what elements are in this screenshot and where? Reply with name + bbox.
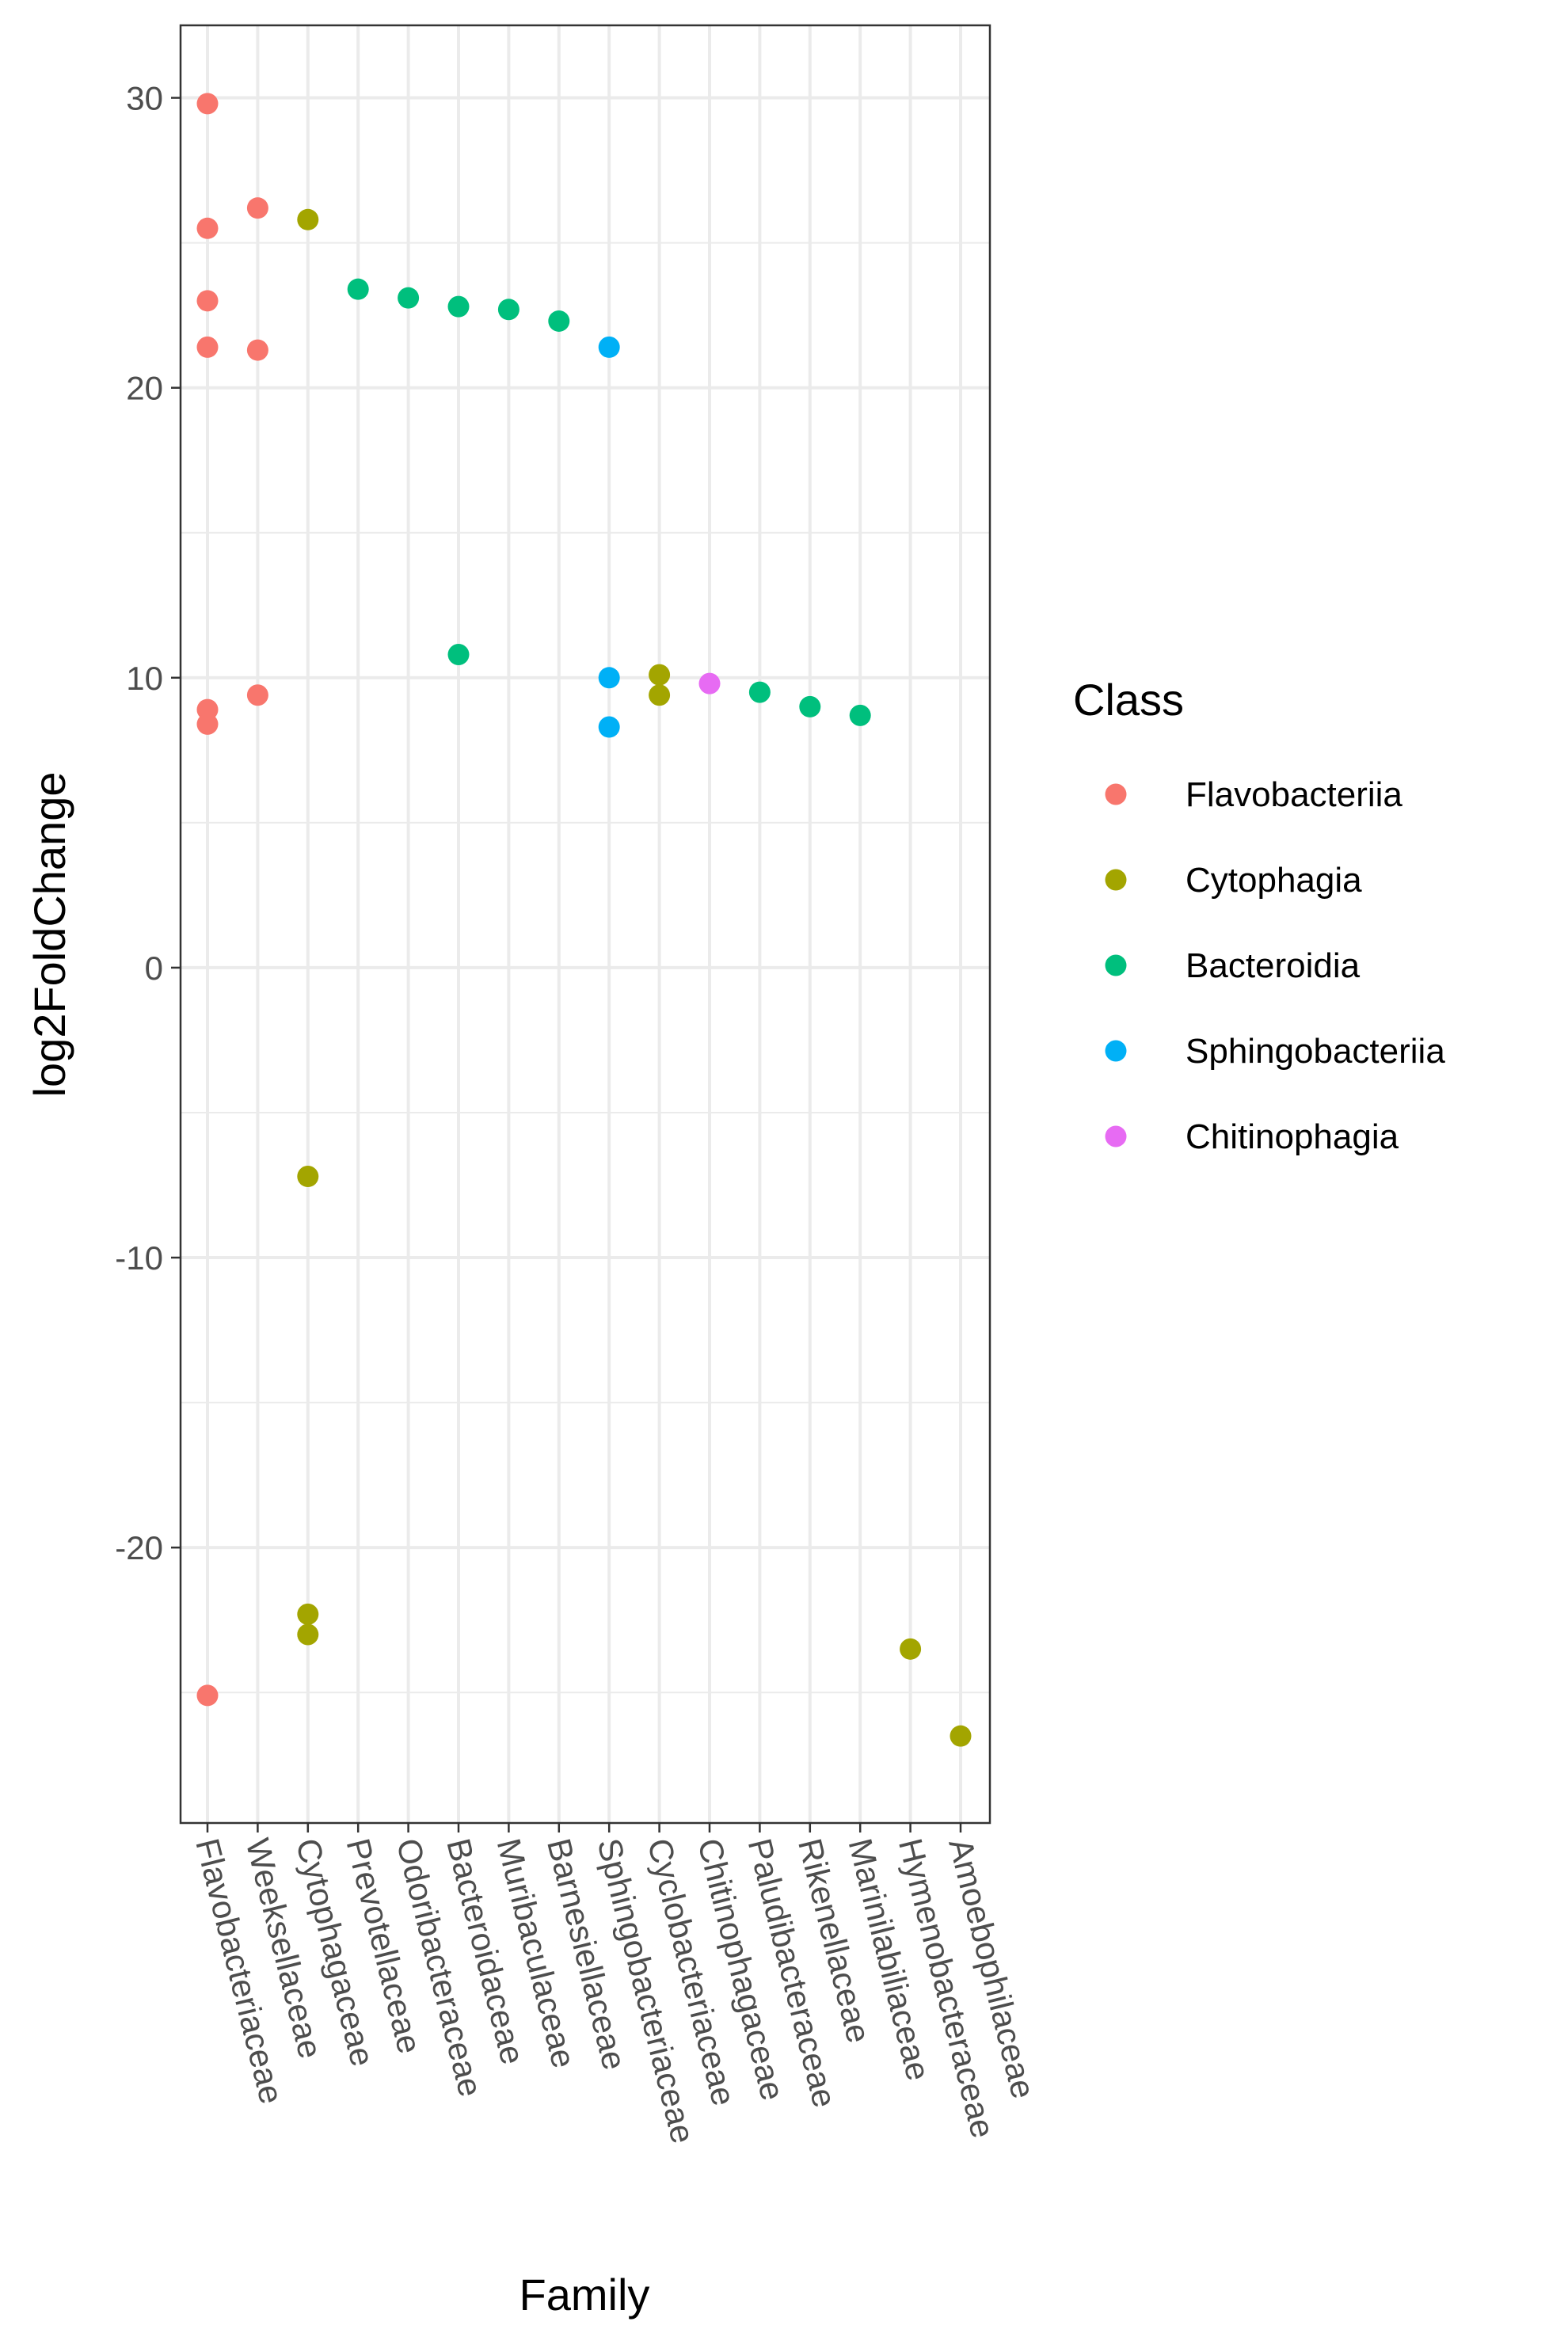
- points-layer: [196, 93, 972, 1747]
- legend-label: Sphingobacteriia: [1186, 1032, 1445, 1071]
- y-tick-label: 10: [126, 660, 163, 697]
- data-point: [297, 1603, 319, 1625]
- data-point: [950, 1725, 972, 1747]
- panel-border: [179, 24, 991, 1825]
- legend: Class Flavobacteriia Cytophagia Bacteroidi…: [1073, 675, 1445, 1156]
- data-point: [246, 197, 268, 219]
- data-point: [196, 1684, 219, 1707]
- data-point: [297, 208, 319, 230]
- y-tick-label: 0: [145, 950, 163, 987]
- data-point: [598, 336, 620, 358]
- legend-key: [1105, 1125, 1127, 1147]
- y-tick-label: 30: [126, 80, 163, 117]
- data-point: [900, 1638, 922, 1660]
- data-point: [196, 217, 219, 239]
- data-point: [297, 1166, 319, 1188]
- data-point: [196, 713, 219, 735]
- legend-title: Class: [1073, 675, 1184, 725]
- data-point: [649, 684, 671, 706]
- legend-key: [1105, 1040, 1127, 1062]
- legend-key: [1105, 783, 1127, 805]
- data-point: [398, 287, 420, 309]
- data-point: [246, 684, 268, 706]
- y-tick-label: -10: [115, 1239, 163, 1277]
- legend-key: [1105, 954, 1127, 976]
- data-point: [799, 695, 821, 717]
- y-tick-label: -20: [115, 1529, 163, 1566]
- data-point: [497, 299, 519, 321]
- data-point: [598, 667, 620, 689]
- y-tick-label: 20: [126, 370, 163, 407]
- data-point: [548, 310, 570, 332]
- data-point: [598, 716, 620, 738]
- data-point: [196, 336, 219, 358]
- data-point: [297, 1623, 319, 1646]
- data-point: [246, 339, 268, 361]
- legend-label: Bacteroidia: [1186, 946, 1361, 985]
- legend-label: Flavobacteriia: [1186, 775, 1402, 814]
- y-axis-title: log2FoldChange: [25, 772, 74, 1098]
- data-point: [196, 93, 219, 115]
- data-point: [447, 295, 470, 318]
- data-point: [649, 664, 671, 686]
- data-point: [347, 278, 369, 300]
- legend-label: Cytophagia: [1186, 861, 1362, 900]
- legend-label: Chitinophagia: [1186, 1117, 1399, 1156]
- x-axis-title: Family: [519, 2270, 650, 2320]
- grid-layer: [181, 25, 990, 1823]
- data-point: [849, 704, 871, 726]
- data-point: [698, 672, 721, 695]
- legend-key: [1105, 869, 1127, 891]
- data-point: [447, 644, 470, 665]
- data-point: [748, 681, 771, 703]
- data-point: [196, 290, 219, 312]
